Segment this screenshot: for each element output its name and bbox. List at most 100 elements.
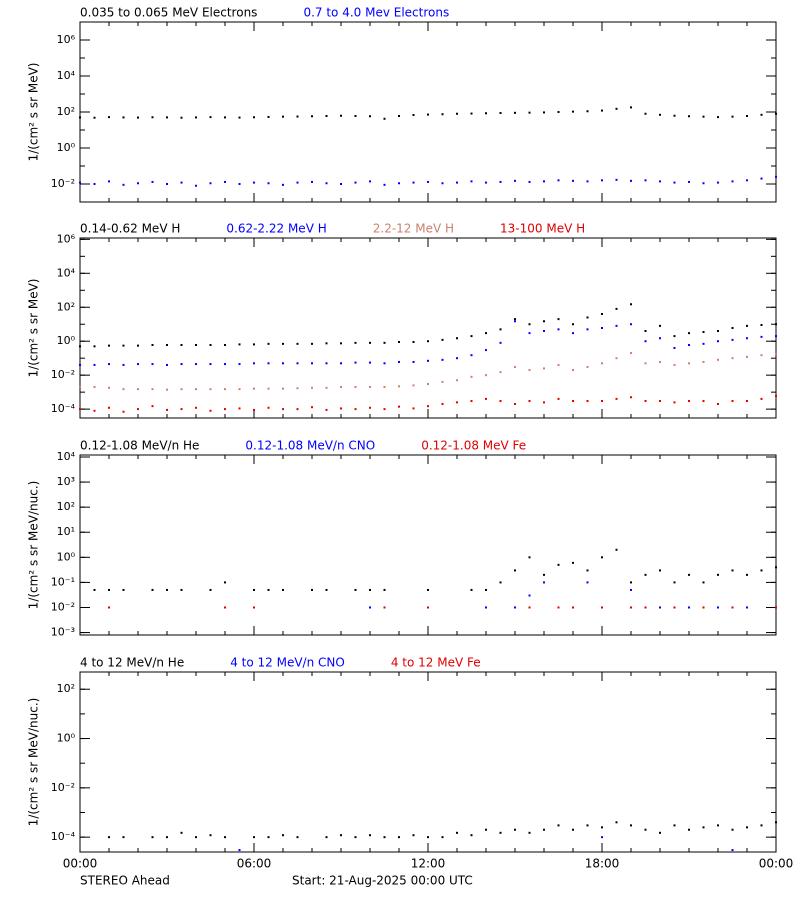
data-point	[586, 366, 589, 369]
data-point	[296, 115, 299, 118]
data-point	[644, 340, 647, 343]
data-point	[427, 383, 429, 386]
data-point	[296, 181, 299, 184]
data-point	[224, 363, 226, 366]
data-point	[311, 406, 313, 409]
data-point	[702, 606, 705, 609]
data-point	[528, 400, 531, 403]
data-point	[224, 581, 226, 584]
data-point	[267, 115, 270, 118]
y-axis-label: 1/(cm² s sr MeV/nuc.)	[27, 481, 41, 610]
data-point	[267, 387, 270, 390]
data-point	[731, 849, 734, 852]
data-point	[398, 340, 400, 343]
data-point	[775, 335, 777, 338]
data-point	[746, 337, 748, 340]
data-point	[311, 362, 313, 365]
data-point	[717, 403, 719, 406]
data-point	[369, 588, 371, 591]
x-tick-label: 00:00	[63, 857, 98, 871]
data-point	[499, 328, 502, 331]
data-point	[775, 112, 777, 115]
data-point	[282, 115, 284, 118]
data-point	[93, 116, 96, 119]
data-point	[209, 409, 212, 412]
footer-left: STEREO Ahead	[80, 874, 170, 888]
y-tick-label: 10²	[57, 105, 75, 118]
plot-frame	[79, 21, 777, 203]
data-point	[775, 323, 777, 326]
data-point	[572, 606, 574, 609]
data-point	[586, 569, 589, 572]
data-point	[296, 362, 299, 365]
data-point	[180, 181, 183, 184]
data-point	[369, 361, 371, 364]
data-point	[412, 114, 415, 117]
y-tick-label: 10⁻⁴	[51, 830, 76, 843]
data-point	[122, 344, 125, 347]
data-point	[369, 406, 371, 409]
data-point	[775, 606, 777, 609]
data-point	[412, 834, 415, 837]
data-point	[615, 397, 618, 400]
data-point	[760, 335, 763, 338]
data-point	[746, 606, 748, 609]
data-point	[746, 324, 748, 327]
data-point	[514, 569, 516, 572]
data-point	[122, 363, 125, 366]
data-point	[224, 606, 226, 609]
data-point	[456, 379, 458, 382]
data-point	[209, 588, 212, 591]
data-point	[166, 343, 168, 346]
data-point	[238, 363, 241, 366]
data-point	[311, 342, 313, 345]
y-axis-label: 1/(cm² s sr MeV)	[27, 63, 41, 162]
y-tick-label: 10⁻⁴	[51, 402, 76, 415]
data-point	[688, 332, 690, 335]
data-point	[760, 113, 763, 116]
legend-entry: 0.12-1.08 MeV/n He	[80, 439, 199, 453]
data-point	[601, 606, 603, 609]
data-point	[253, 408, 255, 411]
legend-entry: 0.035 to 0.065 MeV Electrons	[80, 6, 257, 20]
data-point	[166, 388, 168, 391]
data-point	[673, 581, 676, 584]
data-point	[659, 113, 661, 116]
data-point	[659, 831, 661, 834]
data-point	[543, 828, 545, 831]
data-point	[166, 116, 168, 119]
data-point	[427, 180, 429, 183]
data-point	[151, 388, 154, 391]
data-point	[485, 397, 487, 400]
data-point	[673, 606, 676, 609]
data-point	[586, 316, 589, 319]
y-tick-label: 10⁰	[57, 141, 76, 154]
data-point	[108, 606, 110, 609]
y-tick-label: 10⁴	[57, 69, 76, 82]
data-point	[282, 342, 284, 345]
legend-entry: 4 to 12 MeV/n He	[80, 656, 184, 670]
data-point	[151, 363, 154, 366]
data-point	[673, 401, 676, 404]
data-point	[514, 828, 516, 831]
data-point	[717, 358, 719, 361]
data-point	[688, 828, 690, 831]
data-point	[267, 836, 270, 839]
data-point	[775, 821, 777, 824]
data-point	[630, 396, 632, 399]
y-tick-label: 10⁻²	[51, 781, 75, 794]
data-point	[224, 408, 226, 411]
data-point	[253, 181, 255, 184]
data-point	[195, 406, 197, 409]
y-tick-label: 10⁰	[57, 334, 76, 347]
data-point	[514, 179, 516, 182]
data-point	[253, 387, 255, 390]
data-point	[108, 386, 110, 389]
data-point	[485, 349, 487, 352]
data-point	[746, 114, 748, 117]
data-point	[659, 400, 661, 403]
data-point	[296, 387, 299, 390]
data-point	[601, 313, 603, 316]
data-point	[209, 343, 212, 346]
